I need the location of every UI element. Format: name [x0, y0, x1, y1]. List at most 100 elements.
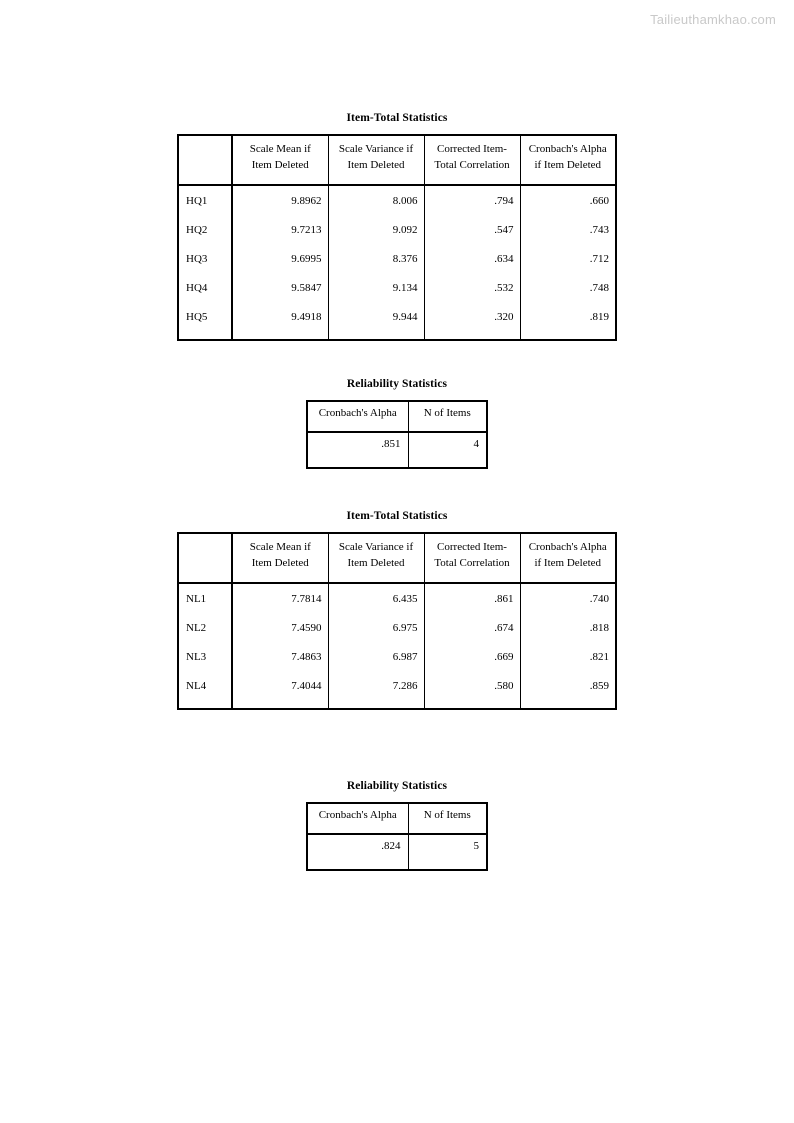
site-watermark: Tailieuthamkhao.com: [650, 12, 776, 27]
column-header: Cronbach's Alpha if Item Deleted: [520, 533, 616, 584]
column-header: Corrected Item- Total Correlation: [424, 533, 521, 584]
column-header: Cronbach's Alpha if Item Deleted: [520, 135, 616, 186]
table-cell: 9.8962: [232, 184, 329, 216]
row-label: HQ2: [178, 215, 233, 245]
table-cell: .794: [424, 184, 521, 216]
table-cell: .743: [589, 223, 609, 236]
table-cell: 9.944: [328, 302, 425, 340]
column-header-line: Item Deleted: [251, 556, 309, 569]
table-cell: .740: [589, 592, 609, 605]
column-header-line: Cronbach's Alpha: [528, 143, 607, 155]
row-label: HQ1: [178, 184, 233, 216]
table-cell: .634: [424, 244, 521, 274]
table-row: .851 4: [307, 432, 487, 468]
column-header-line: Scale Variance if: [338, 541, 414, 553]
table-cell: 5: [473, 840, 480, 852]
column-header: Scale Mean if Item Deleted: [232, 533, 329, 584]
table-cell: .320: [424, 302, 521, 340]
table-cell: 7.4044: [232, 671, 329, 709]
row-label: HQ3: [178, 244, 233, 274]
table-cell: 8.376: [328, 244, 425, 274]
table-cell: .819: [589, 310, 609, 323]
row-label: NL1: [178, 582, 233, 614]
table-row: NL3 7.4863 6.987.669 .821: [178, 642, 616, 672]
table-cell: 6.435: [328, 582, 425, 614]
column-header-line: Cronbach's Alpha: [528, 541, 607, 553]
table-row: HQ2 9.7213 9.092.547 .743: [178, 215, 616, 245]
item-total-statistics-table: Scale Mean if Item Deleted Scale Variance …: [177, 134, 617, 341]
table-cell: 8.006: [328, 184, 425, 216]
column-header: N of Items: [408, 401, 487, 433]
row-label: HQ5: [178, 302, 233, 340]
table-cell: .748: [589, 281, 609, 294]
item-total-statistics-block: Item-Total Statistics Scale Mean if Item D…: [0, 112, 794, 341]
reliability-statistics-block: Reliability Statistics Cronbach's Alpha N …: [0, 378, 794, 469]
column-header: Scale Mean if Item Deleted: [232, 135, 329, 186]
table-title: Reliability Statistics: [346, 378, 448, 390]
table-row: HQ1 9.8962 8.006.794 .660: [178, 184, 616, 216]
table-cell: .861: [424, 582, 521, 614]
table-cell: 7.4590: [232, 613, 329, 643]
item-total-statistics-block: Item-Total Statistics Scale Mean if Item D…: [0, 510, 794, 710]
table-cell: 4: [473, 438, 480, 450]
table-cell: .818: [589, 621, 609, 634]
table-cell: .859: [589, 679, 609, 692]
column-header-line: Corrected Item-: [437, 541, 507, 553]
table-cell: .824: [307, 834, 409, 870]
table-title: Item-Total Statistics: [346, 510, 448, 522]
column-header: Cronbach's Alpha: [307, 401, 409, 433]
table-cell: .580: [424, 671, 521, 709]
table-cell: 9.4918: [232, 302, 329, 340]
column-header-line: if Item Deleted: [534, 158, 602, 171]
table-row: .824 5: [307, 834, 487, 870]
table-header-row: Cronbach's Alpha N of Items: [307, 803, 487, 835]
column-header-line: Scale Mean if: [249, 143, 311, 155]
column-header: N of Items: [408, 803, 487, 835]
reliability-statistics-block: Reliability Statistics Cronbach's Alpha N …: [0, 780, 794, 871]
item-total-statistics-table: Scale Mean if Item Deleted Scale Variance …: [177, 532, 617, 710]
table-cell: 9.092: [328, 215, 425, 245]
table-row: HQ3 9.6995 8.376.634 .712: [178, 244, 616, 274]
column-header-line: Item Deleted: [347, 158, 405, 171]
table-title: Reliability Statistics: [346, 780, 448, 792]
table-cell: 9.6995: [232, 244, 329, 274]
row-label: HQ4: [178, 273, 233, 303]
column-header-line: Scale Mean if: [249, 541, 311, 553]
table-cell: 9.5847: [232, 273, 329, 303]
table-row: NL1 7.7814 6.435.861 .740: [178, 582, 616, 614]
column-header-line: Corrected Item-: [437, 143, 507, 155]
row-label: NL2: [178, 613, 233, 643]
table-row: NL4 7.4044 7.286.580 .859: [178, 671, 616, 709]
column-header: Scale Variance if Item Deleted: [328, 533, 425, 584]
table-cell: .821: [589, 650, 609, 663]
table-cell: 7.7814: [232, 582, 329, 614]
table-cell: .712: [589, 252, 609, 265]
table-cell: .851: [307, 432, 409, 468]
table-cell: .669: [424, 642, 521, 672]
header-corner-cell: [178, 533, 233, 584]
column-header: Scale Variance if Item Deleted: [328, 135, 425, 186]
table-cell: 9.7213: [232, 215, 329, 245]
column-header-line: Total Correlation: [434, 556, 510, 569]
row-label: NL4: [178, 671, 233, 709]
column-header-line: Item Deleted: [347, 556, 405, 569]
table-row: HQ4 9.5847 9.134.532 .748: [178, 273, 616, 303]
table-cell: 7.4863: [232, 642, 329, 672]
table-cell: .547: [424, 215, 521, 245]
table-cell: .674: [424, 613, 521, 643]
table-header-row: Scale Mean if Item Deleted Scale Variance …: [178, 533, 616, 584]
table-cell: 7.286: [328, 671, 425, 709]
reliability-statistics-table: Cronbach's Alpha N of Items .824 5: [306, 802, 488, 871]
table-cell: .532: [424, 273, 521, 303]
column-header-line: Item Deleted: [251, 158, 309, 171]
row-label: NL3: [178, 642, 233, 672]
reliability-statistics-table: Cronbach's Alpha N of Items .851 4: [306, 400, 488, 469]
table-row: NL2 7.4590 6.975.674 .818: [178, 613, 616, 643]
table-cell: 9.134: [328, 273, 425, 303]
column-header-line: if Item Deleted: [534, 556, 602, 569]
table-header-row: Scale Mean if Item Deleted Scale Variance …: [178, 135, 616, 186]
table-row: HQ5 9.4918 9.944.320 .819: [178, 302, 616, 340]
column-header: Corrected Item- Total Correlation: [424, 135, 521, 186]
table-cell: 6.987: [328, 642, 425, 672]
table-title: Item-Total Statistics: [346, 112, 448, 124]
